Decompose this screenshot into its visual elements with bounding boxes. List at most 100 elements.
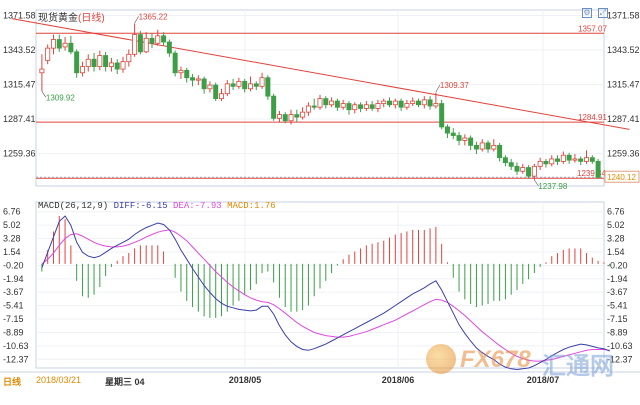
annotation-pointer — [534, 179, 539, 187]
candle-body — [178, 69, 184, 74]
price-tick-label-left: 1259.36 — [3, 149, 36, 159]
candle-body — [462, 137, 468, 141]
instrument-name: 现货黄金 — [38, 13, 78, 24]
candle-body — [242, 80, 248, 90]
annotation-pointer — [41, 91, 47, 98]
macd-title: MACD(26,12,9) — [38, 201, 109, 211]
candle-body — [305, 105, 311, 113]
candle-body — [555, 158, 561, 162]
candle-body — [491, 144, 497, 150]
candle-body — [155, 35, 161, 44]
price-tick-label-left: 1315.47 — [3, 79, 36, 89]
candle-body — [143, 37, 149, 53]
candle-body — [439, 103, 445, 128]
macd-diff-label: DIFF:-6.15 — [113, 201, 168, 211]
dif-line — [41, 215, 610, 371]
macd-tick-label-right: -7.15 — [607, 314, 628, 324]
price-tick-label-right: 1343.52 — [607, 45, 640, 55]
candle-body — [114, 62, 120, 70]
candle-body — [572, 158, 578, 161]
level-label: 1239.34 — [577, 169, 606, 178]
candle-body — [190, 77, 196, 81]
macd-tick-label-left: 6.76 — [3, 207, 21, 217]
footer-extra: 04 — [134, 377, 145, 387]
chart-settings-icon[interactable]: ⚙ — [582, 8, 592, 18]
candle-body — [514, 165, 520, 172]
candle-body — [444, 126, 450, 134]
candle-body — [398, 100, 404, 108]
macd-tick-label-right: 1.54 — [607, 247, 625, 257]
candle-body — [85, 58, 91, 68]
candle-body — [39, 68, 45, 74]
price-tick-label-right: 1315.47 — [607, 79, 640, 89]
macd-tick-label-right: -10.63 — [607, 341, 633, 351]
macd-tick-label-left: -8.89 — [3, 327, 24, 337]
price-tick-label-left: 1343.52 — [3, 45, 36, 55]
candle-body — [485, 142, 491, 150]
candle-body — [473, 144, 479, 150]
price-tick-label-right: 1259.36 — [607, 149, 640, 159]
candle-body — [549, 158, 555, 165]
candle-body — [589, 157, 595, 162]
candle-body — [584, 157, 590, 162]
candle-body — [531, 165, 537, 177]
period-label: (日线) — [78, 13, 105, 24]
candle-body — [247, 83, 253, 90]
macd-tick-label-left: -0.20 — [3, 260, 24, 270]
candle-body — [352, 104, 358, 111]
candle-body — [276, 114, 282, 119]
candle-body — [340, 103, 346, 108]
candle-body — [213, 84, 219, 100]
candle-body — [230, 83, 236, 87]
candle-body — [97, 55, 103, 68]
chart-title: 现货黄金(日线) — [38, 9, 105, 24]
candle-body — [334, 100, 340, 108]
x-tick-label: 2018/05 — [228, 375, 262, 385]
macd-tick-label-right: -0.20 — [607, 260, 628, 270]
price-annotation: 1237.98 — [538, 182, 567, 191]
candle-body — [404, 103, 410, 108]
candle-body — [224, 83, 230, 95]
expand-icon[interactable]: ⤢ — [598, 8, 608, 18]
candle-body — [410, 100, 416, 104]
annotation-pointer — [435, 84, 441, 93]
footer-cursor-date: 2018/03/21 — [36, 375, 82, 385]
level-label: 1357.07 — [578, 24, 607, 33]
candle-body — [450, 132, 456, 136]
candle-body — [184, 69, 190, 79]
watermark-text-cn: 汇通网 — [542, 353, 614, 380]
candle-body — [311, 105, 317, 108]
x-tick-label: 2018/06 — [381, 375, 415, 385]
watermark-text: FX678 — [460, 346, 531, 373]
candle-body — [149, 37, 155, 44]
candle-body — [415, 100, 421, 106]
watermark-icon — [426, 344, 456, 374]
macd-tick-label-right: 6.76 — [607, 207, 625, 217]
candle-body — [363, 104, 369, 109]
candle-body — [68, 42, 74, 53]
candle-body — [543, 160, 549, 165]
macd-tick-label-left: 5.02 — [3, 220, 21, 230]
candle-body — [508, 162, 514, 167]
x-tick-label: 2018/07 — [526, 375, 560, 385]
candle-body — [288, 114, 294, 122]
price-annotation: 1309.92 — [46, 93, 75, 102]
candle-body — [45, 47, 51, 61]
price-tick-label-right: 1371.58 — [607, 10, 640, 20]
candle-body — [132, 34, 138, 55]
candle-body — [294, 114, 300, 118]
macd-tick-label-left: -3.67 — [3, 287, 24, 297]
candle-body — [537, 160, 543, 167]
candle-body — [195, 78, 201, 81]
candle-body — [578, 158, 584, 162]
candle-body — [120, 61, 126, 70]
candle-body — [108, 62, 114, 68]
candle-body — [381, 100, 387, 104]
candle-body — [456, 135, 462, 141]
candle-body — [56, 39, 62, 49]
footer-period[interactable]: 日线 — [3, 377, 22, 387]
macd-dea-label: DEA:-7.93 — [173, 201, 222, 211]
dea-line — [41, 229, 610, 362]
candle-body — [595, 160, 601, 178]
